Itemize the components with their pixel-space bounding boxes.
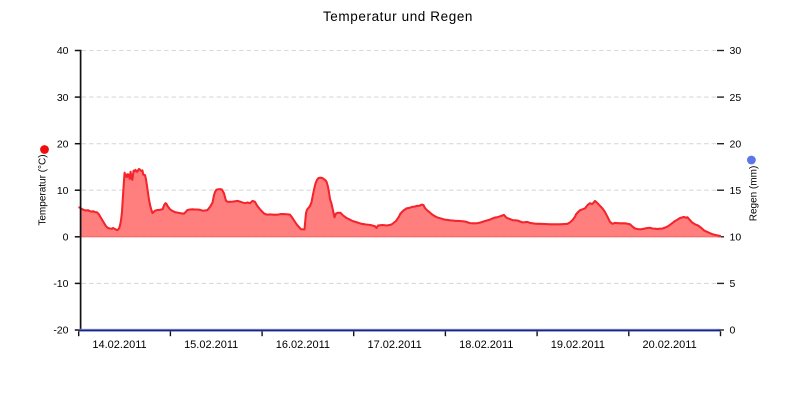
svg-text:Temperatur (°C): Temperatur (°C) (38, 154, 49, 225)
svg-text:0: 0 (63, 232, 69, 244)
svg-text:30: 30 (730, 45, 742, 57)
svg-text:20: 20 (57, 138, 69, 150)
svg-text:19.02.2011: 19.02.2011 (551, 339, 605, 351)
svg-text:18.02.2011: 18.02.2011 (459, 339, 513, 351)
svg-text:Regen (mm): Regen (mm) (749, 166, 760, 222)
svg-text:0: 0 (730, 325, 736, 337)
svg-text:-20: -20 (53, 325, 68, 337)
svg-text:20: 20 (730, 138, 742, 150)
svg-text:10: 10 (730, 232, 742, 244)
svg-text:16.02.2011: 16.02.2011 (276, 339, 330, 351)
svg-text:5: 5 (730, 278, 736, 290)
svg-text:15.02.2011: 15.02.2011 (184, 339, 238, 351)
svg-text:20.02.2011: 20.02.2011 (642, 339, 696, 351)
svg-text:Temperatur und Regen: Temperatur und Regen (323, 9, 473, 24)
svg-text:14.02.2011: 14.02.2011 (92, 339, 146, 351)
svg-text:15: 15 (730, 185, 742, 197)
svg-text:-10: -10 (53, 278, 68, 290)
svg-text:40: 40 (57, 45, 69, 57)
svg-text:10: 10 (57, 185, 69, 197)
svg-text:17.02.2011: 17.02.2011 (367, 339, 421, 351)
svg-text:30: 30 (57, 92, 69, 104)
svg-text:25: 25 (730, 92, 742, 104)
